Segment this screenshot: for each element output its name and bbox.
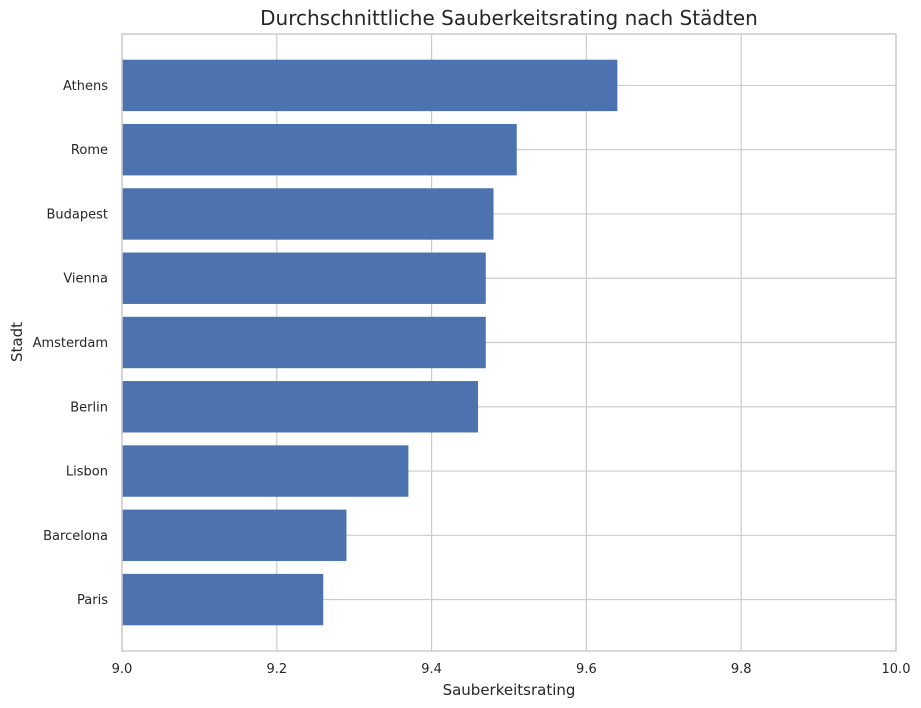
x-tick-label: 9.0: [112, 662, 133, 677]
bar-budapest: [122, 188, 494, 240]
plot-frame: [121, 33, 897, 652]
x-tick-labels: 9.0 9.2 9.4 9.6 9.8 10.0: [112, 662, 911, 677]
bar-barcelona: [122, 509, 347, 562]
y-axis-label: Stadt: [8, 322, 26, 362]
bar-rome: [122, 123, 517, 176]
x-tick-label: 9.8: [731, 662, 752, 677]
y-tick-label: Paris: [77, 593, 108, 608]
y-tick-label: Berlin: [70, 400, 108, 415]
x-tick-label: 10.0: [882, 662, 911, 677]
bar-lisbon: [122, 445, 409, 497]
y-tick-labels: Athens Rome Budapest Vienna Amsterdam Berlin L…: [33, 79, 109, 608]
x-tick-label: 9.4: [421, 662, 442, 677]
y-tick-label: Amsterdam: [33, 336, 108, 351]
y-tick-label: Budapest: [47, 207, 109, 222]
bar-vienna: [122, 252, 486, 304]
x-tick-label: 9.2: [266, 662, 287, 677]
y-tick-label: Barcelona: [43, 529, 108, 544]
x-tick-label: 9.6: [576, 662, 597, 677]
y-tick-label: Athens: [63, 79, 108, 94]
y-tick-label: Lisbon: [66, 465, 108, 480]
plot-area: [121, 33, 897, 652]
bar-amsterdam: [122, 316, 486, 369]
bar-athens: [122, 59, 618, 112]
x-axis-label: Sauberkeitsrating: [443, 681, 576, 699]
y-tick-label: Rome: [71, 143, 108, 158]
chart-title: Durchschnittliche Sauberkeitsrating nach…: [260, 6, 758, 30]
y-tick-label: Vienna: [63, 272, 108, 287]
bars: [122, 59, 618, 626]
bar-paris: [122, 573, 324, 626]
bar-berlin: [122, 381, 479, 433]
